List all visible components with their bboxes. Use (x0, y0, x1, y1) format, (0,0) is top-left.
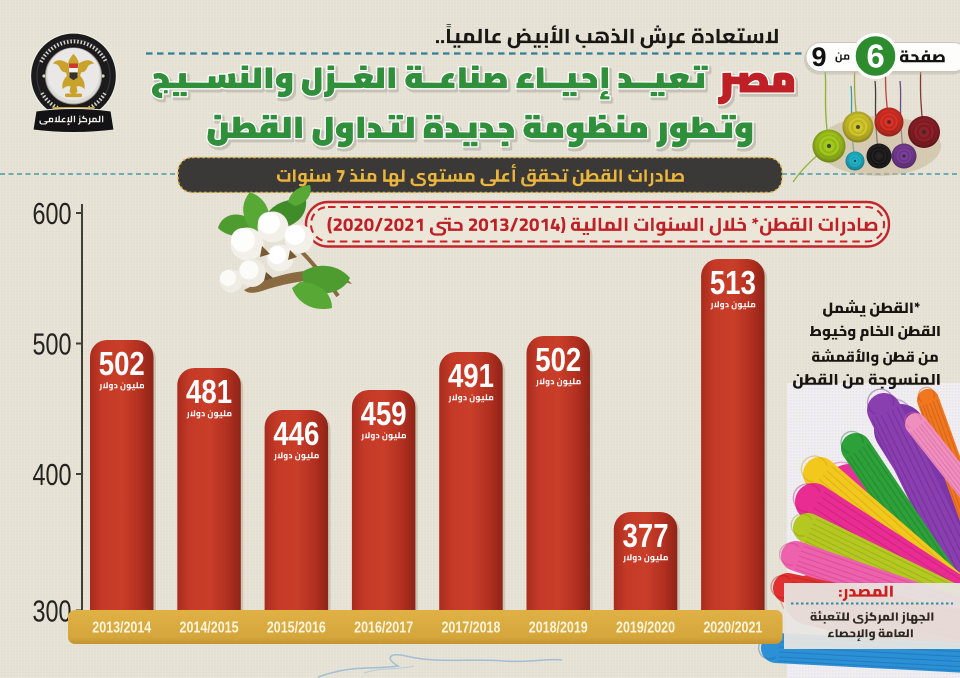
svg-text:500: 500 (33, 327, 72, 362)
svg-text:2016/2017: 2016/2017 (354, 620, 413, 637)
svg-text:377: 377 (623, 517, 669, 554)
svg-text:6: 6 (866, 38, 884, 75)
svg-text:9: 9 (811, 42, 826, 72)
svg-text:2015/2016: 2015/2016 (267, 620, 326, 637)
svg-text:300: 300 (33, 594, 72, 629)
svg-text:2018/2019: 2018/2019 (529, 620, 588, 637)
svg-text:491: 491 (448, 357, 494, 394)
svg-text:502: 502 (535, 341, 581, 378)
svg-text:459: 459 (361, 395, 407, 432)
svg-text:502: 502 (99, 345, 145, 382)
svg-text:481: 481 (186, 373, 232, 410)
svg-text:2017/2018: 2017/2018 (441, 620, 500, 637)
svg-text:2020/2021: 2020/2021 (703, 620, 762, 637)
svg-text:600: 600 (33, 196, 72, 231)
svg-text:446: 446 (273, 415, 319, 452)
svg-text:400: 400 (33, 457, 72, 492)
svg-text:2013/2014: 2013/2014 (92, 620, 151, 637)
svg-text:2014/2015: 2014/2015 (180, 620, 239, 637)
svg-text:513: 513 (710, 264, 756, 301)
svg-text:2019/2020: 2019/2020 (616, 620, 675, 637)
